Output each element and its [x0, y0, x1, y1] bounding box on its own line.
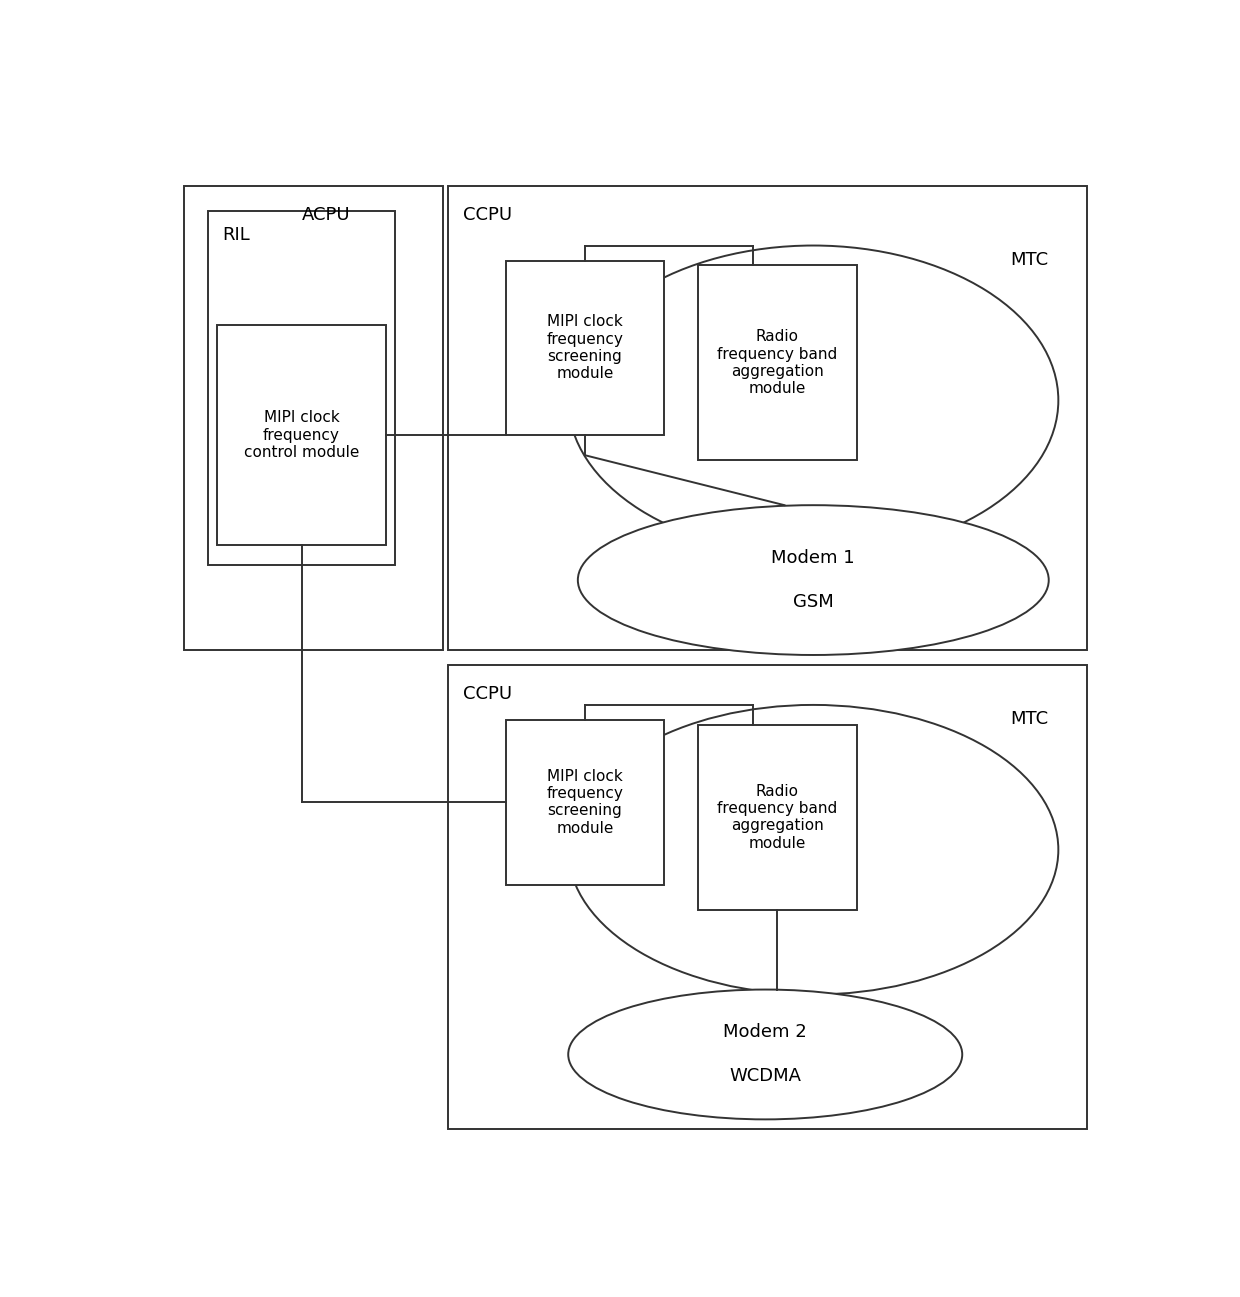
Bar — [448, 665, 1087, 1130]
Text: Modem 1: Modem 1 — [771, 549, 856, 567]
Bar — [448, 185, 1087, 650]
Text: GSM: GSM — [792, 593, 833, 611]
Ellipse shape — [568, 245, 1059, 555]
Text: MTC: MTC — [1011, 250, 1049, 268]
Text: MIPI clock
frequency
screening
module: MIPI clock frequency screening module — [547, 314, 624, 381]
Text: MIPI clock
frequency
screening
module: MIPI clock frequency screening module — [547, 769, 624, 835]
Bar — [698, 266, 857, 460]
Text: CCPU: CCPU — [463, 685, 512, 703]
Bar — [184, 185, 444, 650]
Ellipse shape — [578, 506, 1049, 655]
Ellipse shape — [568, 706, 1059, 995]
Bar — [506, 720, 665, 885]
Bar — [698, 725, 857, 909]
Bar — [208, 210, 396, 565]
Text: RIL: RIL — [222, 226, 250, 244]
Text: WCDMA: WCDMA — [729, 1067, 801, 1086]
Text: Radio
frequency band
aggregation
module: Radio frequency band aggregation module — [717, 783, 837, 851]
Ellipse shape — [568, 990, 962, 1119]
Text: CCPU: CCPU — [463, 206, 512, 223]
Text: Radio
frequency band
aggregation
module: Radio frequency band aggregation module — [717, 329, 837, 397]
Text: MTC: MTC — [1011, 709, 1049, 728]
Text: MIPI clock
frequency
control module: MIPI clock frequency control module — [244, 410, 360, 460]
Text: Modem 2: Modem 2 — [723, 1023, 807, 1041]
Bar — [506, 261, 665, 436]
Bar — [217, 326, 386, 545]
Text: ACPU: ACPU — [303, 206, 351, 223]
